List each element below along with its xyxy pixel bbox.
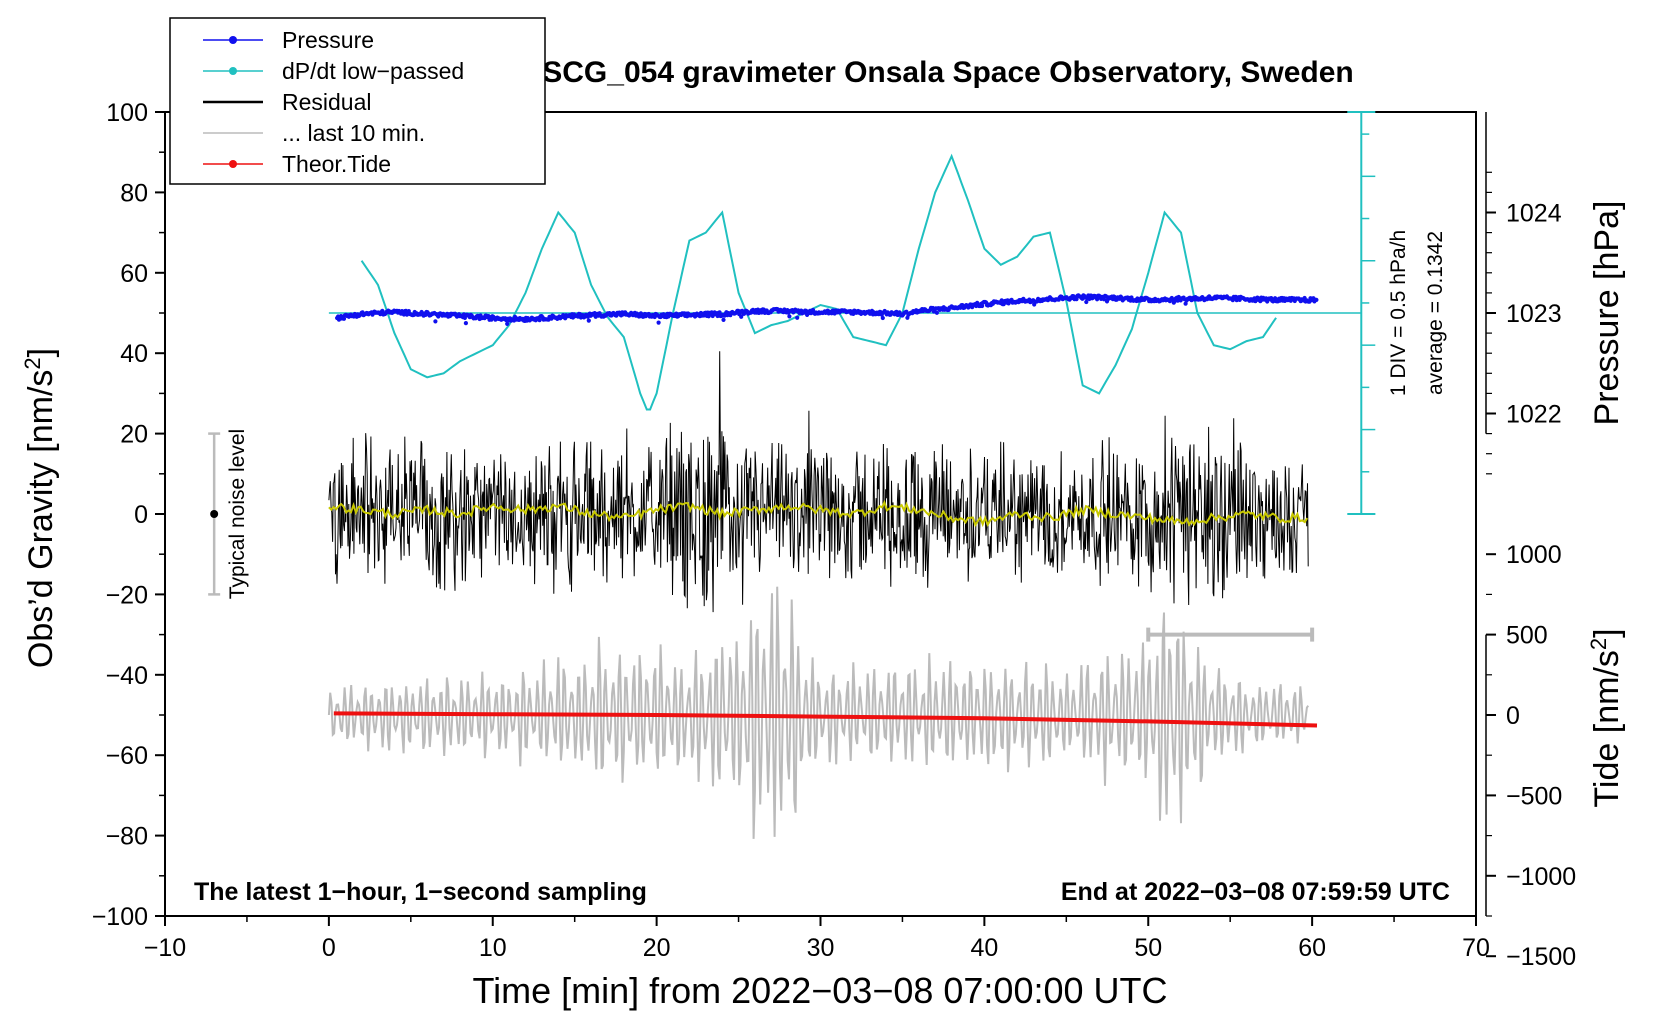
y-axis-label-tide: Tide [nm/s2] [1586,628,1626,807]
pressure-point [1084,299,1089,305]
tide-tick-label: −1000 [1506,863,1576,891]
annotation-sampling: The latest 1−hour, 1−second sampling [194,878,647,906]
annotation-end-time: End at 2022−03−08 07:59:59 UTC [1061,878,1450,906]
dpdt-div-label: 1 DIV = 0.5 hPa/h [1387,230,1410,396]
series-layer [327,153,1362,839]
legend-pressure-label: Pressure [282,27,374,53]
tide-tick-label: −1500 [1506,943,1576,971]
pressure-point [401,312,406,317]
x-tick-label: 0 [322,934,336,962]
pressure-point [787,314,792,319]
pressure-point [717,310,722,315]
y-axis-label-pressure: Pressure [hPa] [1588,201,1626,426]
residual-smoothed-line [328,499,1309,528]
pressure-point [1183,301,1188,306]
pressure-point [934,310,940,315]
legend-pressure-marker [229,36,237,44]
tide-tick-label: 500 [1506,622,1548,650]
residual-line [328,351,1309,613]
decor-layer [208,111,1376,642]
pressure-point [715,313,720,319]
legend: Pressure dP/dt low−passed Residual ... last… [169,17,546,185]
pressure-tick-label: 1023 [1506,300,1562,328]
y-tick-label: −80 [106,823,148,851]
tide-line [333,711,1318,728]
pressure-point [380,308,385,313]
noise-bar-center [210,510,219,518]
pressure-series [335,293,1319,326]
legend-residual-label: Residual [282,89,372,115]
pressure-point [462,315,467,320]
pressure-point [505,321,510,326]
y-tick-label: 20 [120,421,148,449]
pressure-point [721,317,726,322]
x-tick-label: 40 [970,934,998,962]
y-tick-label: 100 [106,99,148,127]
tide-tick-label: 1000 [1506,541,1562,569]
legend-theor-tide-label: Theor.Tide [282,151,391,177]
pressure-point [433,319,438,324]
y-tick-label: −40 [106,662,148,690]
pressure-point [1074,297,1079,302]
y-tick-label: 0 [134,501,148,529]
pressure-point [1095,297,1100,302]
pressure-point [586,318,591,323]
x-tick-label: 30 [807,934,835,962]
pressure-tick-label: 1024 [1506,200,1562,228]
tide-tick-label: 0 [1506,702,1520,730]
x-tick-label: 60 [1298,934,1326,962]
x-axis-label: Time [min] from 2022−03−08 07:00:00 UTC [472,970,1167,1011]
legend-dp-dt-low-passed-marker [229,67,237,75]
tide-tick-label: −500 [1506,782,1562,810]
pressure-point [880,315,885,321]
last10-line [327,586,1310,839]
pressure-point [980,303,985,309]
pressure-point [463,321,468,326]
x-tick-label: 70 [1462,934,1490,962]
pressure-point [656,320,661,325]
y-axis-label-left: Obs’d Gravity [nm/s2] [20,348,60,668]
x-tick-label: −10 [144,934,186,962]
legend-last-10-min-label: ... last 10 min. [282,120,425,146]
pressure-point [739,314,744,319]
dpdt-average-label: average = 0.1342 [1424,231,1447,395]
legend-theor-tide-marker [229,160,237,168]
y-tick-label: −60 [106,742,148,770]
y-tick-label: −100 [92,903,148,931]
x-tick-label: 10 [479,934,507,962]
pressure-point [341,316,347,321]
pressure-tick-label: 1022 [1506,401,1562,429]
x-tick-label: 50 [1134,934,1162,962]
ticks-layer: −10 0 10 20 30 40 50 60 70100806040200−20−40−60−… [92,99,1577,971]
y-tick-label: −20 [106,581,148,609]
legend-dp-dt-low-passed-label: dP/dt low−passed [282,58,464,84]
pressure-point [537,318,542,323]
y-tick-label: 60 [120,260,148,288]
chart-title: SCG_054 gravimeter Onsala Space Observat… [542,56,1354,89]
noise-level-label: Typical noise level [226,429,249,599]
y-tick-label: 40 [120,340,148,368]
pressure-point [904,309,909,314]
pressure-point [1314,297,1319,302]
y-tick-label: 80 [120,179,148,207]
pressure-point [795,315,800,320]
pressure-point [1101,297,1107,302]
x-tick-label: 20 [643,934,671,962]
